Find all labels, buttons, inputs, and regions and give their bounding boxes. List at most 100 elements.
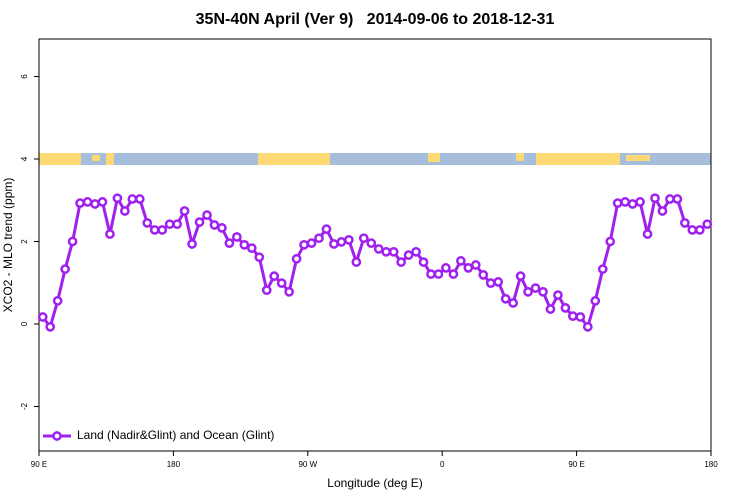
data-point xyxy=(90,199,100,209)
data-point xyxy=(456,256,466,266)
data-point xyxy=(75,198,85,208)
data-point xyxy=(299,239,309,250)
data-point xyxy=(164,219,175,230)
data-point xyxy=(530,283,541,293)
data-point xyxy=(284,286,294,297)
x-tick-label: 90 W xyxy=(298,460,317,469)
x-tick-label: 180 xyxy=(704,460,718,469)
data-point xyxy=(217,223,227,233)
data-point xyxy=(635,197,645,207)
data-point xyxy=(314,233,324,244)
data-point xyxy=(582,322,593,332)
data-point xyxy=(329,239,339,249)
data-point xyxy=(306,238,317,248)
data-point xyxy=(441,263,451,273)
x-tick-label: 0 xyxy=(440,460,445,469)
data-point xyxy=(597,264,608,274)
data-point xyxy=(381,246,392,257)
data-point xyxy=(493,277,504,287)
x-tick-label: 180 xyxy=(167,460,181,469)
data-point xyxy=(418,257,429,267)
land-strip xyxy=(536,153,620,165)
data-point xyxy=(358,233,369,244)
x-axis-label: Longitude (deg E) xyxy=(327,476,422,490)
data-point xyxy=(463,263,474,273)
data-point xyxy=(179,206,190,216)
land-strip xyxy=(106,153,114,165)
data-point xyxy=(590,296,601,306)
data-point xyxy=(67,236,78,247)
x-tick-label: 90 E xyxy=(568,460,584,469)
data-point xyxy=(568,311,578,321)
data-point xyxy=(545,304,556,314)
land-strip xyxy=(428,153,440,162)
data-point xyxy=(157,225,168,235)
data-point xyxy=(60,264,70,274)
data-point xyxy=(261,285,272,296)
data-point xyxy=(665,194,675,204)
data-point xyxy=(37,312,48,322)
data-point xyxy=(45,322,56,332)
data-point xyxy=(291,253,302,264)
land-strip xyxy=(516,153,524,161)
data-point xyxy=(650,193,660,204)
data-point xyxy=(388,246,399,257)
data-point xyxy=(657,206,668,216)
data-point xyxy=(426,269,436,279)
data-point xyxy=(687,225,698,235)
data-point xyxy=(448,269,459,279)
data-point xyxy=(485,278,496,288)
legend-marker xyxy=(52,431,62,441)
data-point xyxy=(187,239,197,249)
legend-label: Land (Nadir&Glint) and Ocean (Glint) xyxy=(77,428,274,442)
data-point xyxy=(97,197,108,207)
plot-frame xyxy=(38,38,712,452)
data-point xyxy=(52,296,63,306)
data-point xyxy=(209,220,220,230)
data-point xyxy=(433,269,444,279)
y-tick-label: 6 xyxy=(20,74,29,79)
data-point xyxy=(142,218,153,228)
data-point xyxy=(373,244,384,254)
data-point xyxy=(694,225,705,235)
data-point xyxy=(344,234,354,245)
data-point xyxy=(612,198,623,208)
land-strip xyxy=(92,155,100,161)
y-tick-label: 4 xyxy=(20,156,29,161)
data-point xyxy=(538,286,548,297)
data-point xyxy=(672,194,683,204)
data-point xyxy=(515,271,526,281)
data-point xyxy=(336,237,347,247)
data-point xyxy=(246,243,257,253)
data-point xyxy=(127,194,138,204)
land-strip xyxy=(626,155,650,161)
data-point xyxy=(411,246,421,257)
data-point xyxy=(642,229,653,239)
data-point xyxy=(172,219,182,230)
data-point xyxy=(149,225,160,235)
data-point xyxy=(239,239,250,250)
y-axis-label: XCO2 - MLO trend (ppm) xyxy=(1,178,15,313)
data-point xyxy=(575,312,586,322)
data-point xyxy=(224,238,235,248)
data-point xyxy=(112,193,123,204)
data-point xyxy=(194,217,205,227)
land-ocean-band xyxy=(39,153,711,165)
data-point xyxy=(403,250,414,260)
data-point xyxy=(627,199,638,209)
chart-title: 35N-40N April (Ver 9) 2014-09-06 to 2018… xyxy=(196,11,555,28)
y-tick-label: 2 xyxy=(20,239,29,244)
series xyxy=(37,193,713,332)
y-tick-label: 0 xyxy=(20,321,29,326)
data-point xyxy=(120,206,130,216)
data-point xyxy=(620,197,630,207)
data-point xyxy=(680,218,690,228)
data-point xyxy=(500,293,511,304)
data-point xyxy=(508,298,518,308)
data-line xyxy=(41,194,709,331)
data-point xyxy=(269,271,280,281)
data-point xyxy=(702,219,713,230)
legend-entry: Land (Nadir&Glint) and Ocean (Glint) xyxy=(43,428,274,442)
data-point xyxy=(134,194,145,204)
